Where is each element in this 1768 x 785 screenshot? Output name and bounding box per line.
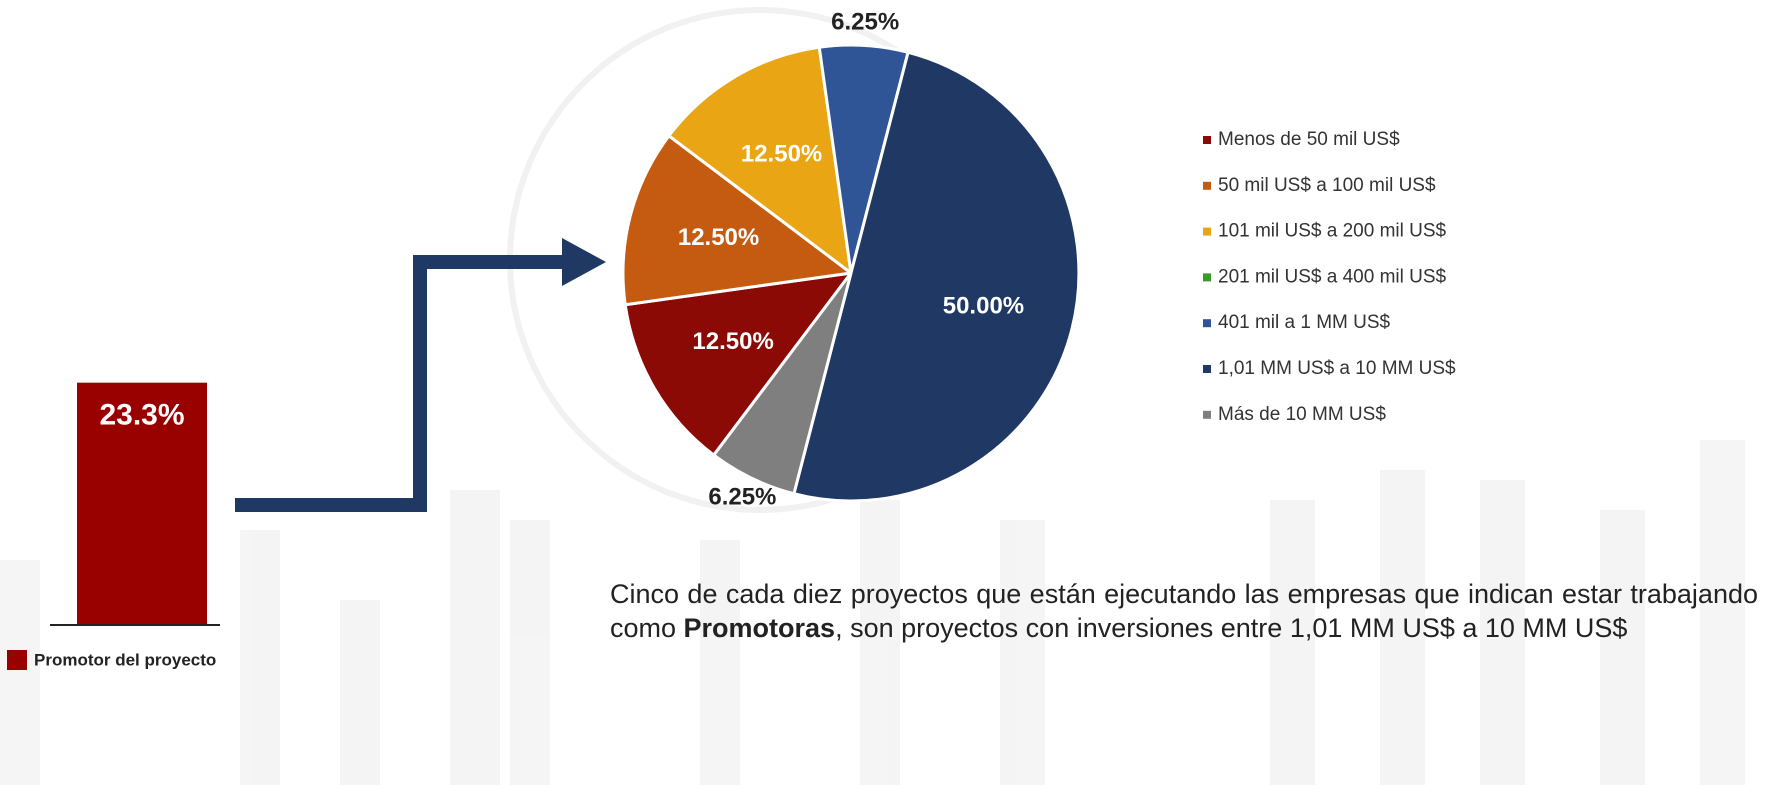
legend-label: 201 mil US$ a 400 mil US$ — [1218, 266, 1447, 287]
legend-label: 1,01 MM US$ a 10 MM US$ — [1218, 358, 1456, 379]
pie-value-label: 12.50% — [692, 328, 773, 355]
legend-swatch — [1203, 365, 1211, 373]
chart: 23.3% Promotor del proyecto 12.50% 12.50% 12… — [0, 0, 1768, 785]
legend-swatch — [1203, 319, 1211, 327]
pie-value-label: 6.25% — [708, 484, 776, 511]
legend-swatch — [1203, 136, 1211, 144]
legend-swatch — [1203, 273, 1211, 281]
caption-bold: Promotoras — [684, 613, 836, 643]
caption: Cinco de cada diez proyectos que están e… — [610, 577, 1758, 645]
legend-label: Menos de 50 mil US$ — [1218, 129, 1400, 150]
bar-value-label: 23.3% — [99, 399, 184, 432]
legend-label: 401 mil a 1 MM US$ — [1218, 312, 1391, 333]
page: 23.3% Promotor del proyecto 12.50% 12.50% 12… — [0, 0, 1768, 785]
caption-text: , son proyectos con inversiones entre 1,… — [835, 613, 1627, 643]
pie-value-label: 6.25% — [831, 9, 899, 36]
legend-swatch — [7, 650, 27, 670]
connector-arrow — [235, 238, 606, 505]
legend-label: 50 mil US$ a 100 mil US$ — [1218, 175, 1436, 196]
legend-swatch — [1203, 411, 1211, 419]
legend-swatch — [1203, 228, 1211, 236]
legend-label: Más de 10 MM US$ — [1218, 404, 1386, 425]
pie-value-label: 50.00% — [943, 293, 1024, 320]
legend-label: 101 mil US$ a 200 mil US$ — [1218, 221, 1447, 242]
legend-label: Promotor del proyecto — [34, 650, 216, 669]
pie-value-label: 12.50% — [678, 224, 759, 251]
legend-swatch — [1203, 182, 1211, 190]
pie-value-label: 12.50% — [741, 140, 822, 167]
